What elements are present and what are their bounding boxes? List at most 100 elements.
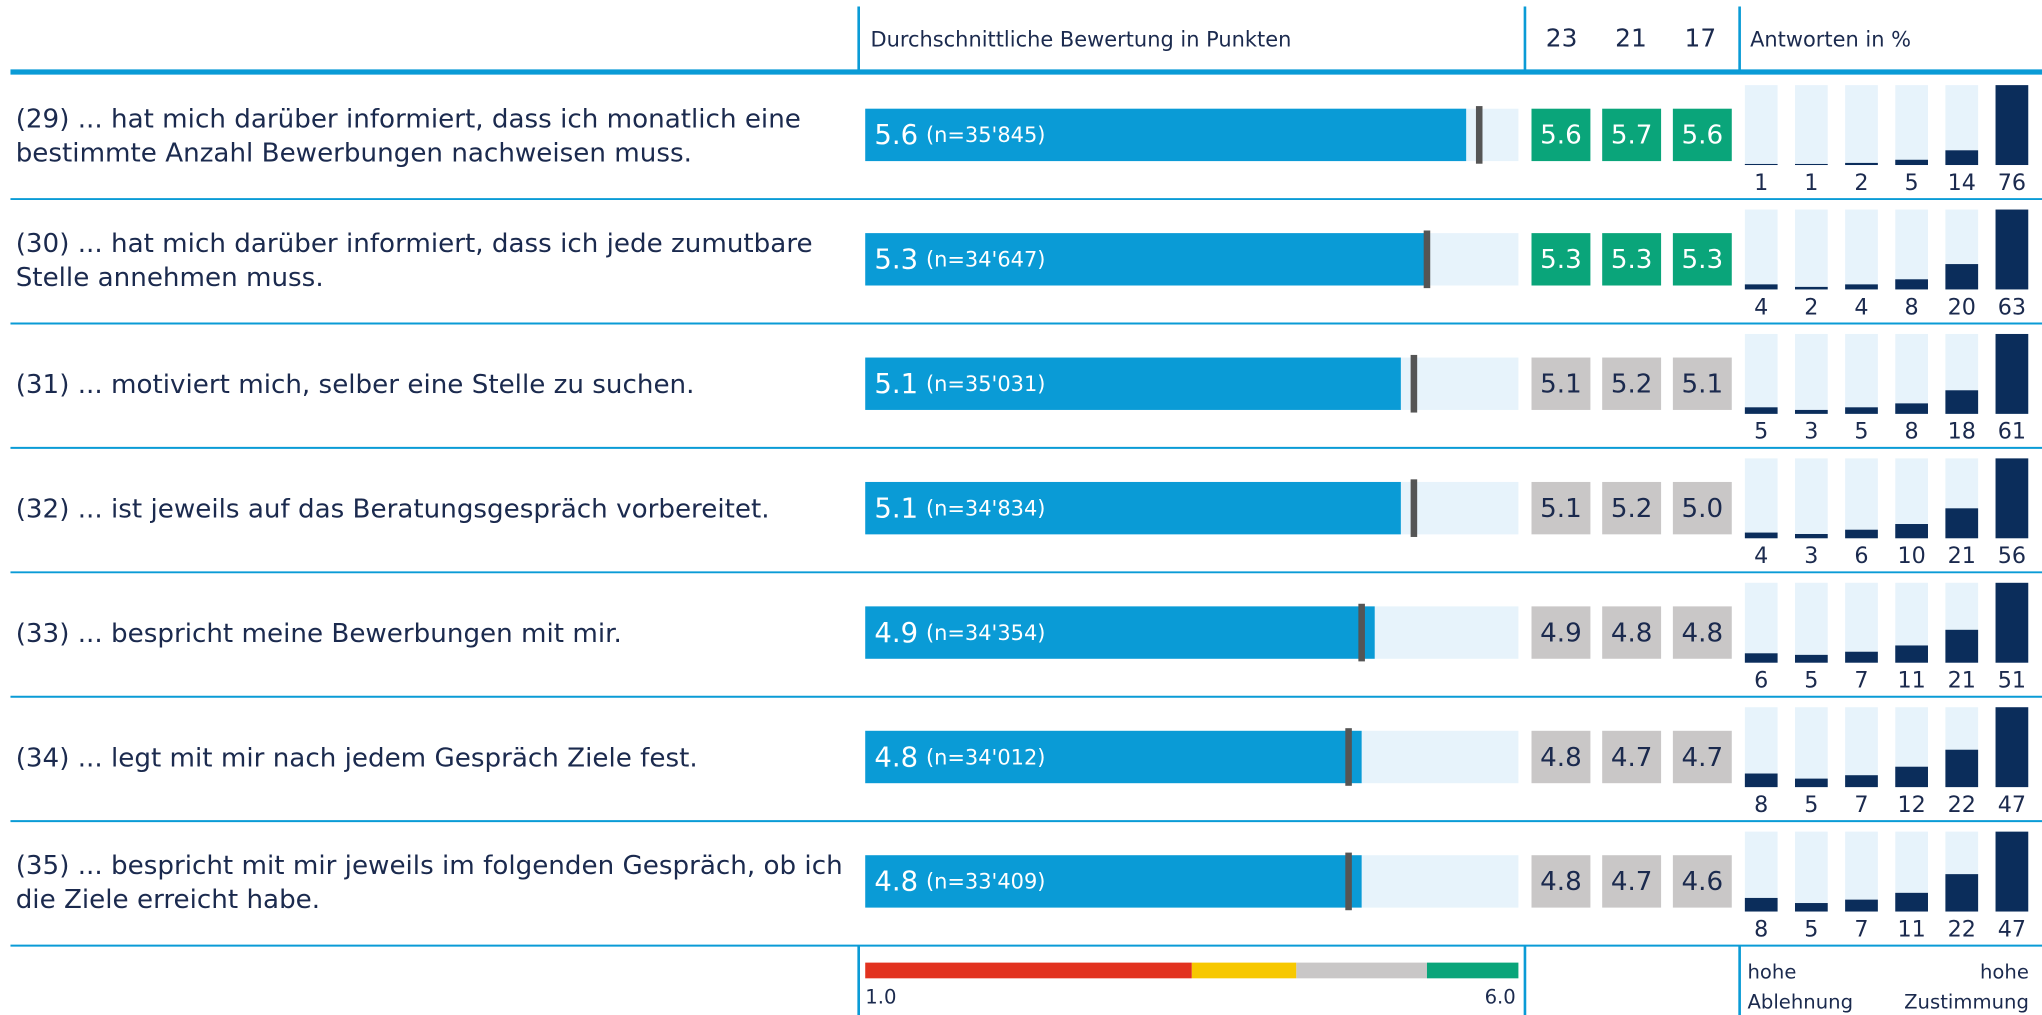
year-value: 4.6 <box>1682 867 1724 897</box>
footer-left: Ablehnung <box>1747 991 1853 1014</box>
dist-bar <box>1845 284 1878 290</box>
dist-value: 22 <box>1948 916 1976 942</box>
dist-bar <box>1945 150 1979 166</box>
year-box <box>1531 606 1591 659</box>
mean-bar <box>865 730 1362 784</box>
year-value: 4.8 <box>1540 743 1582 773</box>
dist-bar <box>1794 778 1828 788</box>
year-box <box>1602 481 1662 535</box>
dist-value: 21 <box>1948 668 1976 694</box>
row-label: die Ziele erreicht habe. <box>16 885 320 915</box>
mean-bar <box>865 481 1401 535</box>
mean-label: 5.6 <box>874 119 918 151</box>
year-box <box>1602 108 1662 162</box>
dist-bar <box>1895 645 1928 663</box>
dist-bar <box>1794 286 1828 290</box>
dist-title: Antworten in % <box>1750 28 1911 52</box>
dist-value: 1 <box>1804 170 1818 196</box>
dist-bar <box>1895 159 1928 166</box>
mean-bar <box>865 357 1401 410</box>
n-label: (n=35'031) <box>926 372 1045 396</box>
mean-bar <box>865 855 1362 908</box>
footer-left: hohe <box>1747 961 1796 984</box>
mean-bar <box>865 233 1427 286</box>
dist-bar <box>1744 653 1778 663</box>
mean-label: 4.9 <box>874 617 918 649</box>
dist-bar <box>1995 582 2029 663</box>
dist-value: 3 <box>1804 543 1818 569</box>
dist-value: 18 <box>1948 419 1976 445</box>
dist-bar <box>1995 707 2029 788</box>
dist-value: 47 <box>1998 792 2026 818</box>
previous-marker <box>1410 354 1418 413</box>
dist-bar <box>1794 654 1828 663</box>
dist-background <box>1744 333 1778 414</box>
dist-value: 5 <box>1754 419 1768 445</box>
dist-value: 11 <box>1897 916 1925 942</box>
dist-value: 12 <box>1897 792 1925 818</box>
mean-title: Durchschnittliche Bewertung in Punkten <box>870 28 1291 52</box>
dist-background <box>1794 209 1828 290</box>
scale-band <box>865 962 1192 979</box>
dist-value: 63 <box>1998 294 2026 320</box>
dist-bar <box>1995 458 2029 539</box>
dist-value: 76 <box>1998 170 2026 196</box>
dist-bar <box>1845 899 1878 912</box>
scale-band <box>1191 962 1297 979</box>
year-value: 5.3 <box>1540 245 1582 275</box>
dist-value: 47 <box>1998 916 2026 942</box>
dist-bar <box>1845 529 1878 539</box>
year-value: 5.0 <box>1682 494 1724 524</box>
year-box <box>1672 233 1732 286</box>
scale-min: 1.0 <box>865 985 896 1008</box>
scale-band <box>1426 962 1519 979</box>
n-label: (n=33'409) <box>926 870 1045 894</box>
dist-value: 7 <box>1854 668 1868 694</box>
dist-bar <box>1744 532 1778 539</box>
dist-value: 22 <box>1948 792 1976 818</box>
year-box <box>1531 233 1591 286</box>
year-value: 5.2 <box>1611 370 1653 400</box>
dist-background <box>1794 582 1828 663</box>
year-value: 4.7 <box>1611 743 1653 773</box>
dist-value: 5 <box>1854 419 1868 445</box>
dist-bar <box>1845 651 1878 663</box>
year-value: 4.8 <box>1682 618 1724 648</box>
dist-value: 7 <box>1854 792 1868 818</box>
year-box <box>1672 855 1732 908</box>
year-box <box>1672 357 1732 410</box>
row-label: (31) ... motiviert mich, selber eine Ste… <box>16 370 695 400</box>
dist-value: 21 <box>1948 543 1976 569</box>
year-value: 5.3 <box>1682 245 1724 275</box>
dist-bar <box>1895 279 1928 290</box>
year-box <box>1531 357 1591 410</box>
dist-background <box>1794 831 1828 912</box>
year-box <box>1602 855 1662 908</box>
scale-max: 6.0 <box>1485 985 1516 1008</box>
dist-value: 10 <box>1897 543 1925 569</box>
dist-value: 14 <box>1948 170 1976 196</box>
dist-bar <box>1895 524 1928 539</box>
year-value: 4.8 <box>1540 867 1582 897</box>
previous-marker <box>1345 852 1352 911</box>
previous-marker <box>1358 603 1365 662</box>
mean-label: 5.3 <box>874 244 918 276</box>
n-label: (n=34'647) <box>926 248 1045 272</box>
mean-bar <box>865 108 1467 162</box>
mean-label: 5.1 <box>874 368 918 400</box>
dist-bar <box>1895 766 1928 788</box>
dist-bar <box>1744 773 1778 788</box>
dist-value: 4 <box>1854 294 1868 320</box>
year-box <box>1672 108 1732 162</box>
mean-bar <box>865 606 1375 659</box>
mean-label: 5.1 <box>874 492 918 524</box>
dist-bar <box>1744 897 1778 912</box>
dist-value: 6 <box>1754 668 1768 694</box>
year-header: 23 <box>1546 23 1578 52</box>
dist-bar <box>1794 409 1828 414</box>
dist-background <box>1794 458 1828 539</box>
footer-right: Zustimmung <box>1904 991 2029 1014</box>
dist-bar <box>1794 163 1828 166</box>
year-value: 5.7 <box>1611 121 1653 151</box>
dist-bar <box>1995 831 2029 912</box>
